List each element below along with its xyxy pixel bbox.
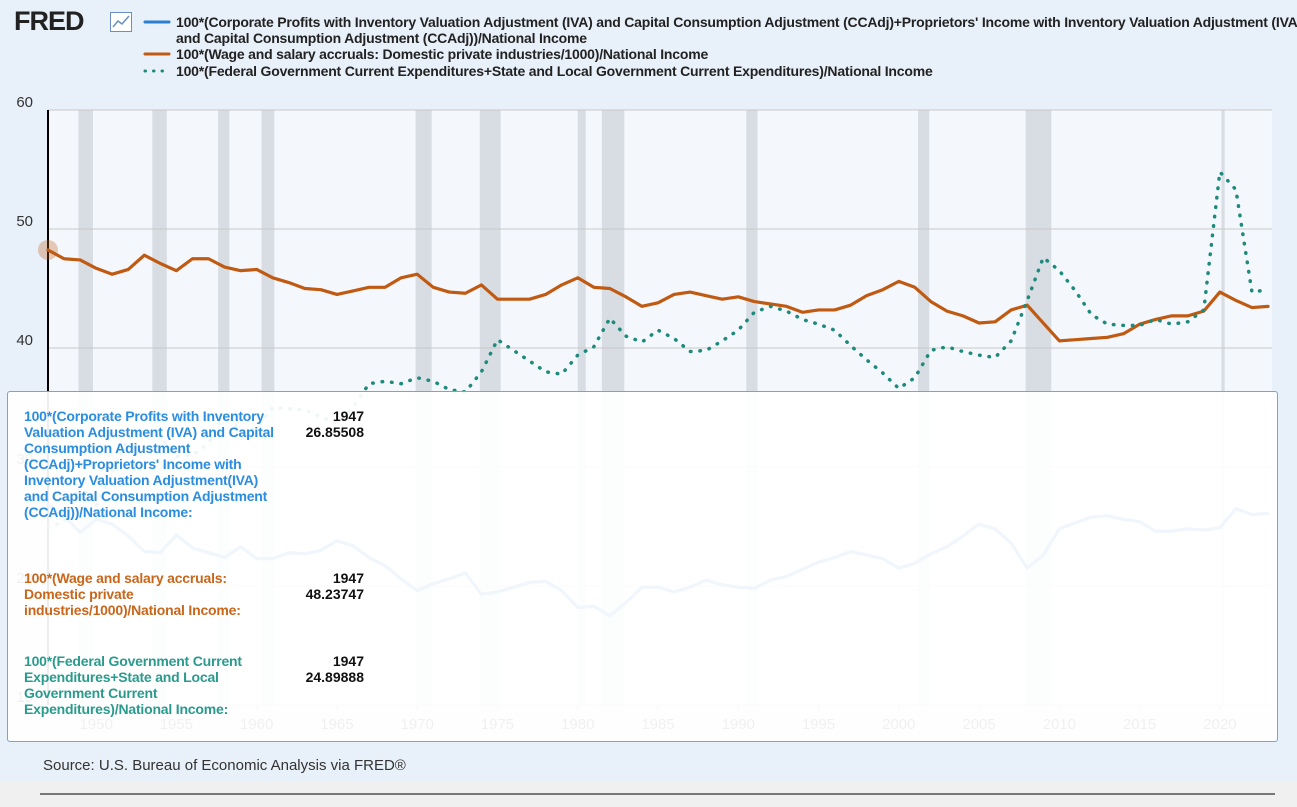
tooltip-label: 100*(Federal Government Current Expendit… [24,653,242,717]
tooltip-label: 100*(Corporate Profits with Inventory Va… [24,408,274,520]
logo-icon [110,12,132,32]
series-line [46,248,1270,343]
source-note: Source: U.S. Bureau of Economic Analysis… [43,757,406,774]
y-tick-label: 60 [16,94,33,111]
tooltip-value: 26.85508 [305,424,364,440]
divider [40,793,1275,795]
tooltip-date: 1947 [332,653,364,669]
hover-marker [38,239,58,260]
tooltip-value: 48.23747 [305,586,364,602]
tooltip-date: 1947 [332,408,364,424]
legend-label: 100*(Corporate Profits with Inventory Va… [176,14,1297,46]
legend-label: 100*(Wage and salary accruals: Domestic … [176,46,709,62]
legend-swatch [143,69,171,73]
y-tick-label: 40 [16,332,33,349]
legend-swatch [143,52,171,56]
tooltip-label: 100*(Wage and salary accruals: Domestic … [24,570,241,618]
logo[interactable]: FRED [14,6,84,36]
tooltip: 100*(Corporate Profits with Inventory Va… [7,391,1278,742]
legend-swatch [143,20,171,24]
tooltip-date: 1947 [332,570,364,586]
legend-label: 100*(Federal Government Current Expendit… [176,63,933,79]
tooltip-value: 24.89888 [305,669,364,685]
y-tick-label: 50 [16,213,33,230]
